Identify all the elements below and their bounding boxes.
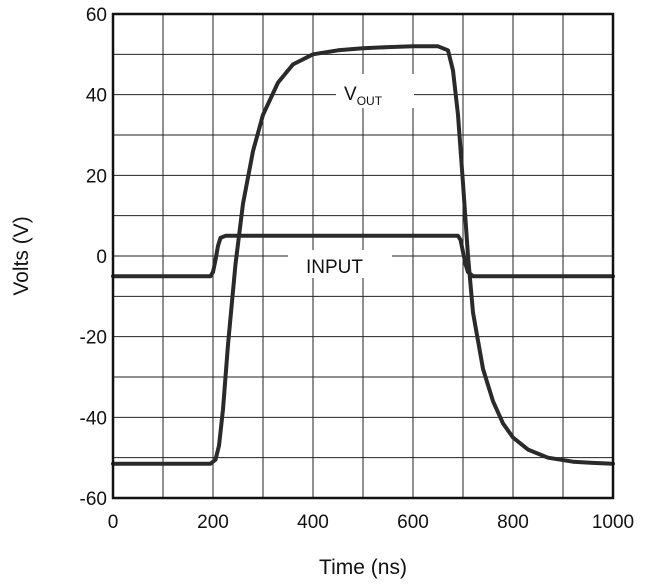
plot-frame [111, 12, 615, 500]
x-tick-label: 600 [397, 512, 429, 533]
y-tick-label: -20 [80, 328, 107, 349]
y-tick-label: 20 [86, 166, 107, 187]
x-tick-label: 800 [497, 512, 529, 533]
annotation-vout-label: VOUT [344, 84, 383, 108]
y-tick-label: -40 [80, 408, 107, 429]
series-line-input [111, 233, 615, 279]
annotation-input-bg [288, 250, 392, 278]
y-axis-title: Volts (V) [10, 216, 33, 295]
x-tick-label: 1000 [592, 512, 634, 533]
y-tick-label: 0 [96, 247, 107, 268]
x-axis-title: Time (ns) [319, 556, 407, 579]
y-tick-label: 60 [86, 5, 107, 26]
y-tick-label: 40 [86, 86, 107, 107]
series-line-vout [111, 44, 615, 466]
series-layer [111, 44, 615, 466]
x-tick-label: 200 [197, 512, 229, 533]
annotation-vout-sub: OUT [357, 94, 383, 108]
annotation-input: INPUT [288, 250, 392, 278]
x-tick-label: 400 [297, 512, 329, 533]
tick-labels: 0 200 400 600 800 1000 -60 -40 -20 0 20 40 60 [80, 5, 635, 533]
annotation-input-label: INPUT [306, 257, 363, 278]
x-tick-label: 0 [108, 512, 119, 533]
y-tick-label: -60 [80, 489, 107, 510]
annotation-vout-bg [336, 74, 414, 108]
annotation-vout-main: V [344, 84, 357, 105]
annotation-vout: VOUT [336, 74, 414, 108]
